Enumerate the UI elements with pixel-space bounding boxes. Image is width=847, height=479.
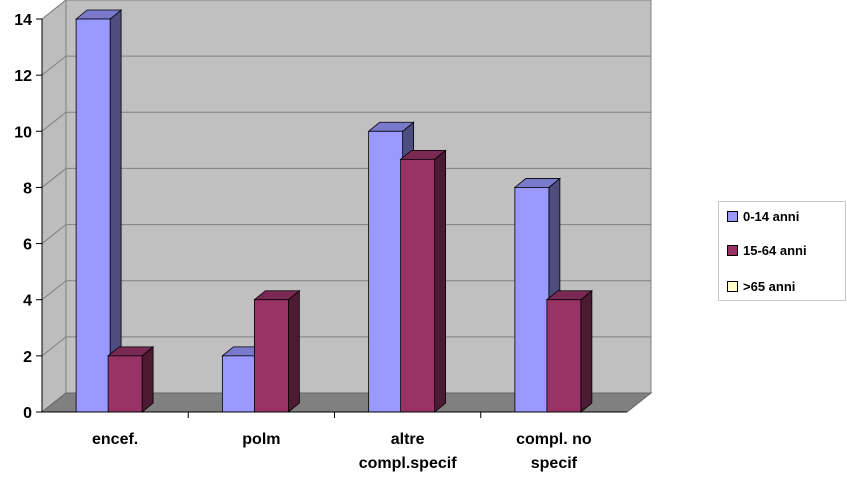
legend-swatch-series-3 [727,280,738,292]
legend-swatch-series-1 [727,210,738,222]
bar-front [75,18,111,413]
y-tick-label: 4 [23,293,32,310]
bar-side [580,289,593,413]
gridline [41,0,651,20]
y-tick-label: 6 [23,237,32,254]
plot-walls [40,0,653,414]
bar-front [107,355,143,413]
legend: 0-14 anni 15-64 anni >65 anni [718,201,846,301]
bar-front [546,299,582,413]
legend-label-series-2: 15-64 anni [743,242,807,258]
x-category-labels: encef. polm altre compl.specif compl. no spec… [92,431,592,472]
bar-side [434,149,447,413]
bar [253,289,301,413]
gridline [41,167,651,188]
bar [399,149,447,413]
bar-side [287,289,300,413]
bar-front [514,187,550,413]
gridlines [41,0,651,357]
bar-front [221,355,257,413]
legend-item-series-2: 15-64 anni [727,240,807,260]
y-tick-label: 0 [23,405,32,422]
x-category-label: encef. [92,431,138,448]
x-category-label: altre compl.specif [359,431,457,472]
y-tick-label: 8 [23,180,32,197]
gridline [41,224,651,244]
axes [36,18,627,418]
x-category-label: polm [242,431,280,448]
side-wall [41,0,67,414]
bar-front [368,130,404,413]
bar-side [141,346,154,413]
bar-front [253,299,289,413]
y-tick-label: 10 [14,124,32,141]
gridline [41,55,651,76]
gridline [41,111,651,132]
gridline [41,336,651,357]
y-tick-labels: 0 2 4 6 8 10 12 14 [14,12,32,422]
y-tick-label: 12 [14,68,32,85]
legend-swatch-series-2 [727,244,738,256]
bar [545,289,593,413]
y-tick-label: 2 [23,349,32,366]
legend-item-series-3: >65 anni [727,276,795,296]
bar [75,9,123,413]
y-tick-label: 14 [14,12,32,29]
bar [107,346,155,413]
gridline [41,280,651,301]
bar-front [400,158,436,413]
legend-label-series-3: >65 anni [743,278,796,294]
legend-label-series-1: 0-14 anni [743,208,800,224]
legend-item-series-1: 0-14 anni [727,206,799,226]
bars [75,9,593,413]
x-category-label: compl. no specif [516,431,592,472]
